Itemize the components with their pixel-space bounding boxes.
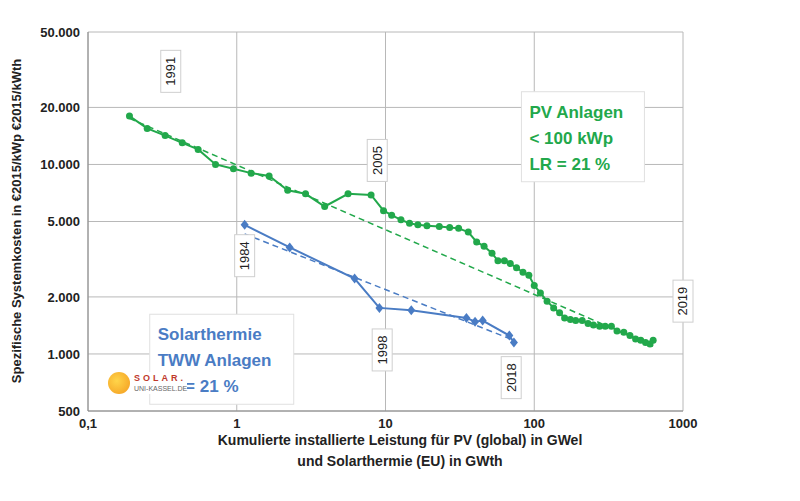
svg-text:1.000: 1.000	[47, 347, 80, 362]
svg-text:TWW Anlagen: TWW Anlagen	[158, 351, 272, 370]
svg-text:1: 1	[233, 416, 240, 431]
svg-text:500: 500	[58, 404, 80, 419]
svg-text:LR = 21 %: LR = 21 %	[529, 155, 610, 174]
svg-text:2019: 2019	[676, 287, 691, 316]
svg-text:Solarthermie: Solarthermie	[158, 325, 262, 344]
svg-text:2005: 2005	[370, 146, 385, 175]
svg-text:1000: 1000	[669, 416, 698, 431]
svg-text:10: 10	[378, 416, 392, 431]
svg-text:1991: 1991	[163, 57, 178, 86]
svg-text:0,1: 0,1	[79, 416, 97, 431]
svg-text:1984: 1984	[237, 241, 252, 270]
svg-text:50.000: 50.000	[40, 25, 80, 40]
svg-text:5.000: 5.000	[47, 214, 80, 229]
svg-text:< 100 kWp: < 100 kWp	[529, 129, 613, 148]
svg-text:2.000: 2.000	[47, 290, 80, 305]
svg-text:2018: 2018	[504, 363, 519, 392]
svg-text:10.000: 10.000	[40, 157, 80, 172]
svg-text:PV Anlagen: PV Anlagen	[529, 103, 623, 122]
svg-text:1998: 1998	[375, 335, 390, 364]
svg-text:100: 100	[523, 416, 545, 431]
svg-text:20.000: 20.000	[40, 100, 80, 115]
